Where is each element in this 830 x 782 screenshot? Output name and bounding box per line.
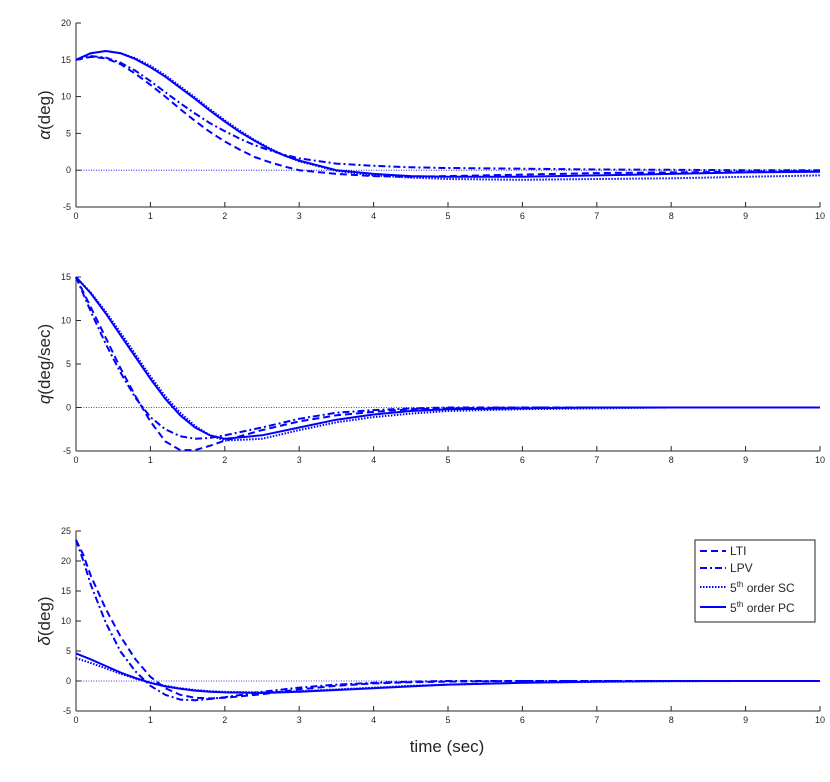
x-tick-label: 3 bbox=[297, 211, 302, 221]
series-line-lpv bbox=[75, 539, 820, 702]
y-axis-label-unit: (deg) bbox=[35, 596, 54, 636]
legend-label-pc: 5th order PC bbox=[730, 600, 795, 615]
x-tick-label: 6 bbox=[520, 715, 525, 725]
y-axis-label: q(deg/sec) bbox=[35, 324, 54, 404]
x-tick-label: 2 bbox=[222, 715, 227, 725]
y-tick-label: 25 bbox=[61, 526, 71, 536]
y-axis-label-symbol: δ bbox=[35, 636, 54, 646]
y-axis-label-symbol: α bbox=[35, 129, 54, 140]
legend-pc-base: 5 bbox=[730, 601, 737, 615]
x-tick-label: 8 bbox=[669, 211, 674, 221]
y-tick-label: 0 bbox=[66, 165, 71, 175]
x-tick-label: 1 bbox=[148, 455, 153, 465]
x-tick-label: 4 bbox=[371, 455, 376, 465]
y-tick-label: 5 bbox=[66, 359, 71, 369]
x-axis-label: time (sec) bbox=[410, 737, 485, 756]
legend-box bbox=[694, 539, 816, 623]
y-axis-label-unit: (deg) bbox=[35, 90, 54, 130]
series-line-pc bbox=[75, 652, 820, 694]
x-tick-label: 7 bbox=[594, 211, 599, 221]
x-tick-label: 8 bbox=[669, 455, 674, 465]
x-tick-label: 2 bbox=[222, 211, 227, 221]
y-tick-label: -5 bbox=[63, 446, 71, 456]
x-tick-label: 2 bbox=[222, 455, 227, 465]
legend-sc-rest: order SC bbox=[743, 581, 795, 595]
x-tick-label: 9 bbox=[743, 455, 748, 465]
x-tick-label: 7 bbox=[594, 715, 599, 725]
y-tick-label: 10 bbox=[61, 92, 71, 102]
y-tick-label: 20 bbox=[61, 556, 71, 566]
y-axis-label: α(deg) bbox=[35, 90, 54, 139]
legend-label-lti: LTI bbox=[730, 544, 746, 558]
legend: LTI LPV 5th order SC 5th order PC bbox=[694, 539, 816, 623]
series-line-lti bbox=[75, 55, 821, 178]
x-tick-label: 4 bbox=[371, 211, 376, 221]
series-line-sc bbox=[75, 276, 820, 442]
legend-pc-sup: th bbox=[737, 600, 744, 609]
series-line-lpv bbox=[75, 276, 820, 440]
x-tick-label: 0 bbox=[73, 455, 78, 465]
legend-sc-sup: th bbox=[737, 580, 744, 589]
y-tick-label: 5 bbox=[66, 128, 71, 138]
y-tick-label: -5 bbox=[63, 202, 71, 212]
y-axis-label-unit: (deg/sec) bbox=[35, 324, 54, 395]
series-line-sc bbox=[75, 50, 821, 181]
y-tick-label: 15 bbox=[61, 586, 71, 596]
x-tick-label: 6 bbox=[520, 211, 525, 221]
y-tick-label: 15 bbox=[61, 55, 71, 65]
x-tick-label: 9 bbox=[743, 715, 748, 725]
x-tick-label: 9 bbox=[743, 211, 748, 221]
series-line-lpv bbox=[75, 55, 820, 172]
y-axis-label-symbol: q bbox=[35, 394, 54, 404]
y-tick-label: 0 bbox=[66, 403, 71, 413]
y-tick-label: 0 bbox=[66, 676, 71, 686]
y-tick-label: 10 bbox=[61, 316, 71, 326]
x-tick-label: 7 bbox=[594, 455, 599, 465]
legend-label-sc: 5th order SC bbox=[730, 580, 795, 595]
legend-pc-rest: order PC bbox=[743, 601, 795, 615]
y-tick-label: 15 bbox=[61, 272, 71, 282]
x-tick-label: 5 bbox=[445, 715, 450, 725]
x-tick-label: 10 bbox=[815, 211, 825, 221]
x-tick-label: 3 bbox=[297, 455, 302, 465]
x-tick-label: 0 bbox=[73, 715, 78, 725]
legend-label-lpv: LPV bbox=[730, 561, 753, 575]
y-tick-label: -5 bbox=[63, 706, 71, 716]
y-tick-label: 20 bbox=[61, 18, 71, 28]
y-axis-label: δ(deg) bbox=[35, 596, 54, 645]
x-tick-label: 1 bbox=[148, 715, 153, 725]
x-tick-label: 10 bbox=[815, 715, 825, 725]
series-line-lti bbox=[75, 276, 820, 452]
x-tick-label: 1 bbox=[148, 211, 153, 221]
x-tick-label: 4 bbox=[371, 715, 376, 725]
series-line-sc bbox=[75, 657, 820, 694]
x-tick-label: 10 bbox=[815, 455, 825, 465]
x-tick-label: 5 bbox=[445, 211, 450, 221]
series-line-pc bbox=[75, 276, 820, 440]
x-tick-label: 5 bbox=[445, 455, 450, 465]
x-tick-label: 8 bbox=[669, 715, 674, 725]
y-tick-label: 5 bbox=[66, 646, 71, 656]
legend-sc-base: 5 bbox=[730, 581, 737, 595]
x-tick-label: 6 bbox=[520, 455, 525, 465]
y-tick-label: 10 bbox=[61, 616, 71, 626]
series-line-pc bbox=[75, 50, 821, 178]
x-tick-label: 0 bbox=[73, 211, 78, 221]
x-tick-label: 3 bbox=[297, 715, 302, 725]
